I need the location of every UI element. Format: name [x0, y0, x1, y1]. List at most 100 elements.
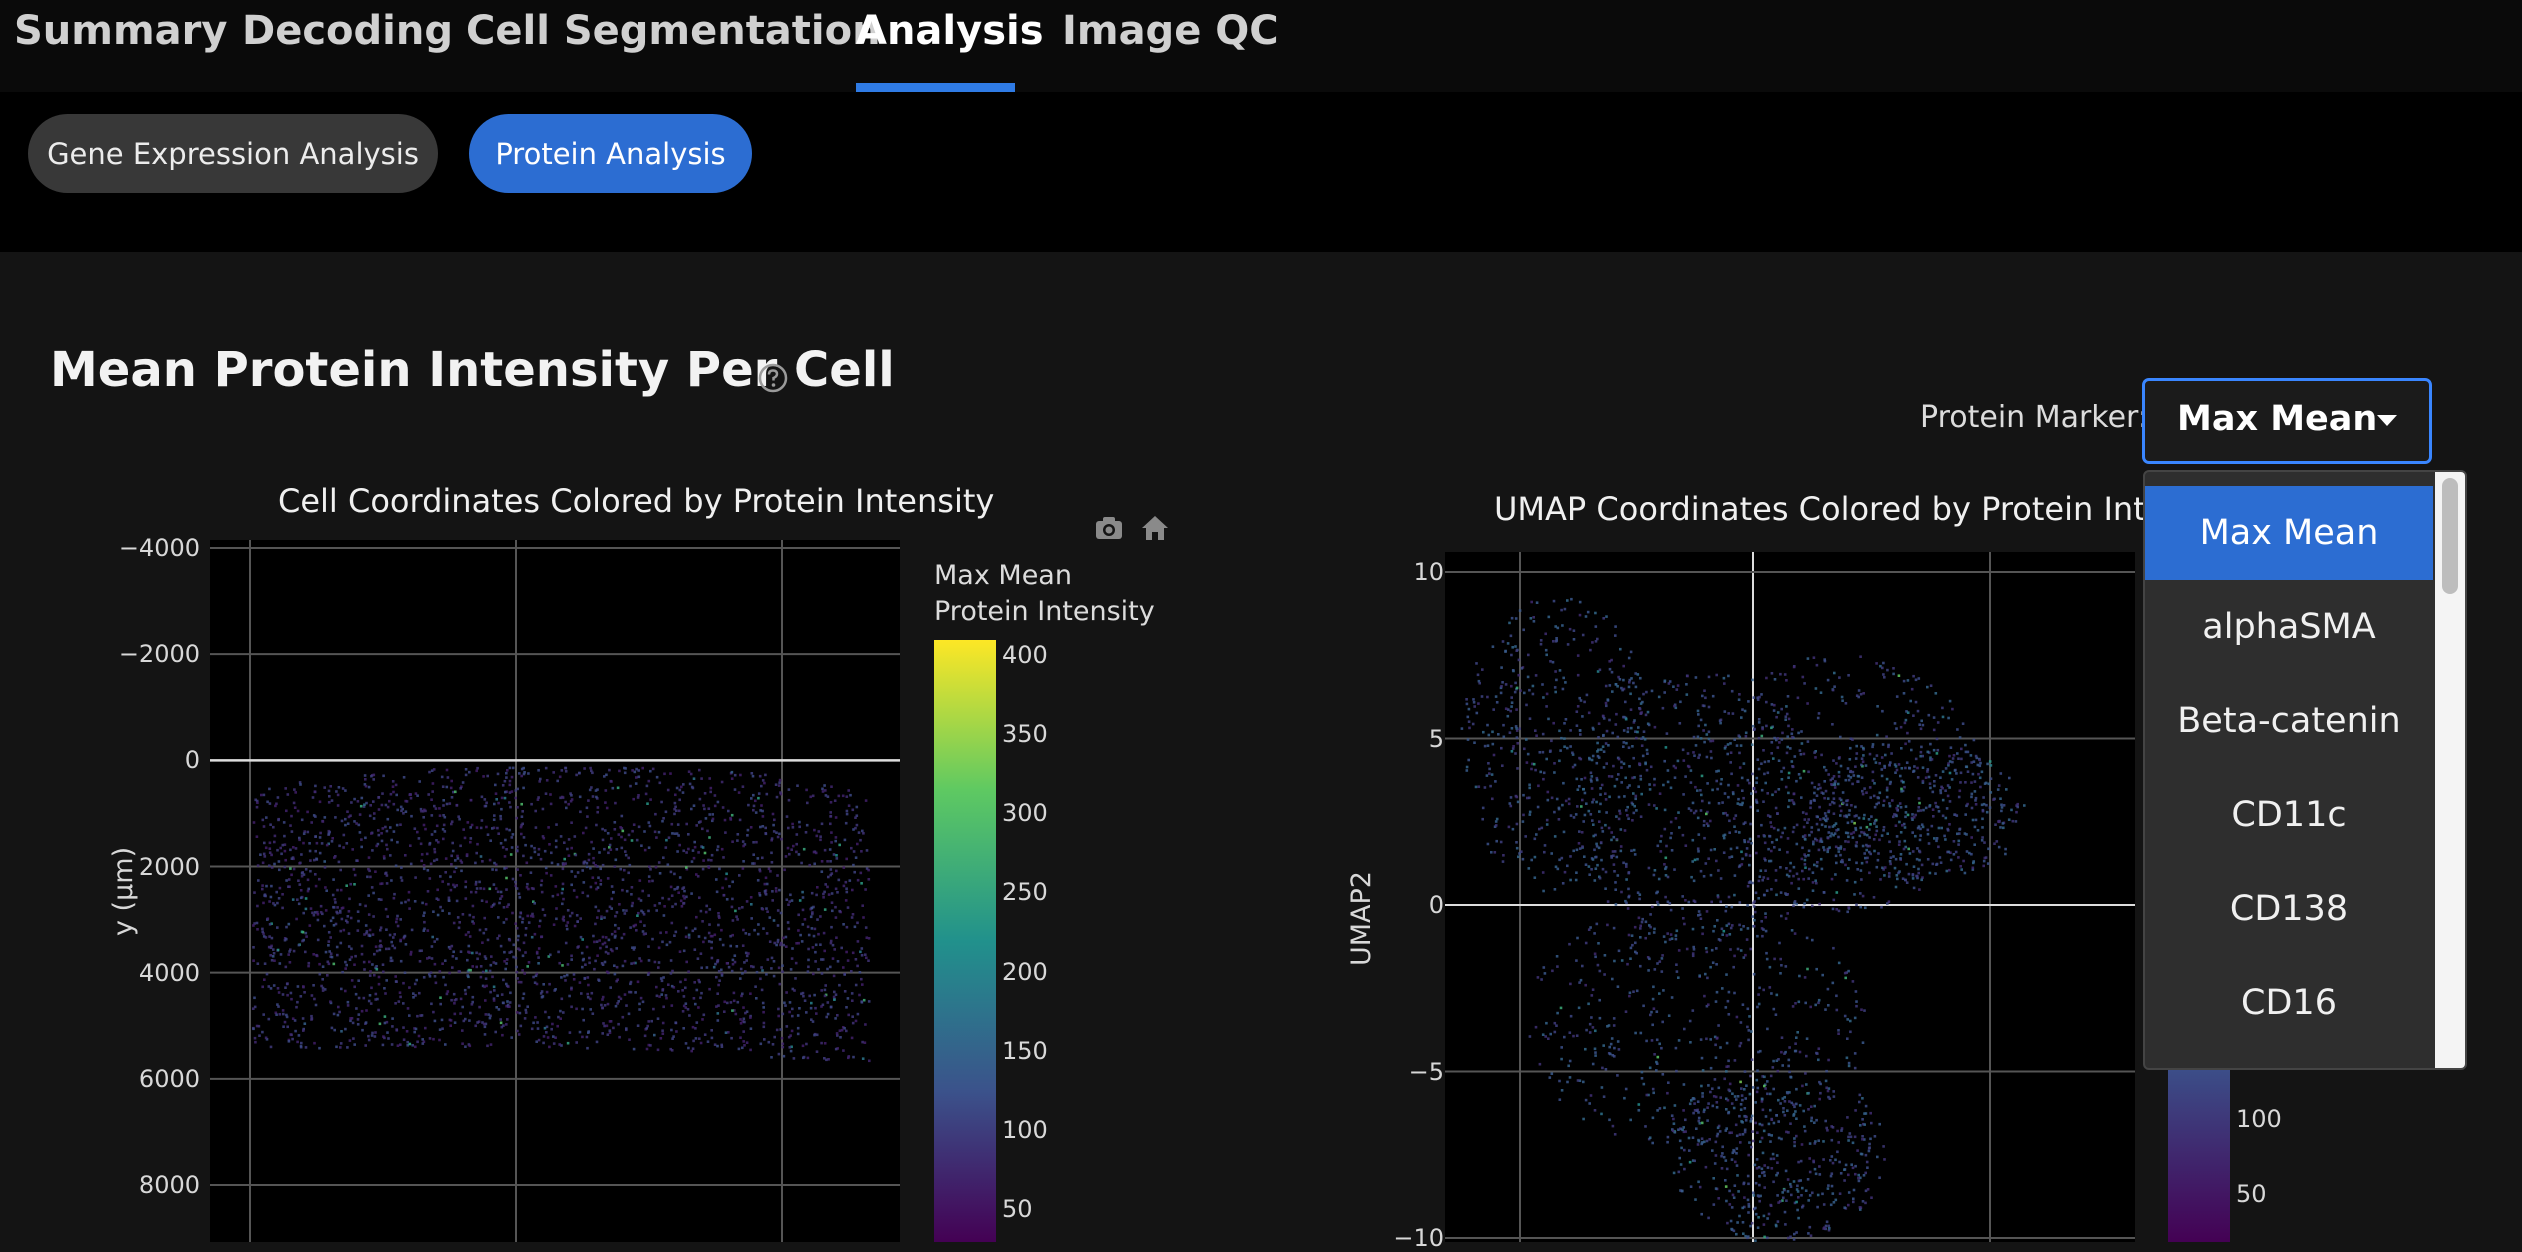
cell-point	[778, 1053, 781, 1056]
umap-point	[1855, 745, 1858, 748]
cell-point	[855, 958, 858, 961]
umap-point	[1772, 1181, 1775, 1184]
umap-point	[1721, 987, 1724, 990]
umap-point	[1876, 754, 1879, 757]
tab-decoding[interactable]: Decoding	[242, 8, 453, 68]
umap-point	[1511, 617, 1514, 620]
umap-point	[1888, 875, 1891, 878]
umap-point	[1484, 786, 1487, 789]
cell-coordinates-plot[interactable]	[210, 540, 900, 1242]
umap-point	[1869, 753, 1872, 756]
umap-point	[1677, 811, 1680, 814]
umap-point	[1799, 777, 1802, 780]
umap-point	[1516, 687, 1519, 690]
cell-point	[772, 813, 775, 816]
umap-point	[1860, 1153, 1863, 1156]
cell-point	[565, 767, 568, 770]
cell-point	[682, 895, 685, 898]
cell-point	[331, 840, 334, 843]
umap-point	[1488, 734, 1491, 737]
tab-image-qc[interactable]: Image QC	[1062, 8, 1279, 68]
umap-point	[1486, 774, 1489, 777]
cell-point	[314, 850, 317, 853]
cell-point	[610, 780, 613, 783]
cell-point	[277, 949, 280, 952]
umap-point	[1812, 881, 1815, 884]
cell-point	[324, 866, 327, 869]
umap-point	[1872, 771, 1875, 774]
umap-point	[1584, 1048, 1587, 1051]
cell-point	[429, 842, 432, 845]
cell-point	[791, 1030, 794, 1033]
cell-point	[346, 842, 349, 845]
umap-point	[1748, 1015, 1751, 1018]
cell-point	[442, 828, 445, 831]
umap-point	[1733, 894, 1736, 897]
umap-point	[1648, 803, 1651, 806]
umap-point	[1668, 1014, 1671, 1017]
cell-point	[453, 993, 456, 996]
umap-plot[interactable]	[1445, 552, 2135, 1242]
umap-point	[1949, 772, 1952, 775]
cell-point	[509, 1001, 512, 1004]
cell-point	[375, 965, 378, 968]
cell-point	[321, 842, 324, 845]
cell-point	[459, 1012, 462, 1015]
cell-point	[618, 770, 621, 773]
cell-point	[411, 1044, 414, 1047]
protein-marker-select[interactable]: Max Mean	[2142, 378, 2432, 464]
cell-point	[386, 915, 389, 918]
home-icon[interactable]	[1139, 512, 1171, 544]
question-circle-icon[interactable]	[758, 363, 788, 393]
cell-point	[824, 989, 827, 992]
cell-point	[605, 789, 608, 792]
umap-point	[1985, 804, 1988, 807]
umap-point	[1613, 1055, 1616, 1058]
cell-point	[805, 831, 808, 834]
cell-point	[762, 1006, 765, 1009]
cell-point	[342, 846, 345, 849]
cell-point	[267, 917, 270, 920]
cell-point	[602, 996, 605, 999]
cell-point	[386, 874, 389, 877]
cell-point	[468, 1019, 471, 1022]
cell-point	[336, 889, 339, 892]
tab-analysis[interactable]: Analysis	[856, 8, 1044, 68]
cell-point	[504, 968, 507, 971]
cell-point	[324, 988, 327, 991]
umap-point	[1918, 797, 1921, 800]
cell-point	[500, 808, 503, 811]
protein-analysis-button[interactable]: Protein Analysis	[469, 114, 752, 193]
cell-point	[759, 775, 762, 778]
cell-point	[305, 935, 308, 938]
cell-point	[323, 925, 326, 928]
cell-point	[696, 1021, 699, 1024]
tab-summary[interactable]: Summary	[14, 8, 227, 68]
gene-expression-analysis-button[interactable]: Gene Expression Analysis	[28, 114, 438, 193]
cell-point	[680, 786, 683, 789]
cell-point	[302, 985, 305, 988]
umap-point	[1824, 1008, 1827, 1011]
cell-point	[717, 1019, 720, 1022]
cell-point	[632, 798, 635, 801]
cell-point	[731, 1009, 734, 1012]
tab-cell-segmentation[interactable]: Cell Segmentation	[466, 8, 881, 68]
umap-point	[1786, 735, 1789, 738]
umap-point	[1536, 601, 1539, 604]
cell-point	[266, 801, 269, 804]
umap-point	[1959, 828, 1962, 831]
cell-point	[601, 828, 604, 831]
cell-point	[693, 857, 696, 860]
umap-point	[1787, 806, 1790, 809]
umap-point	[1815, 1173, 1818, 1176]
umap-point	[1913, 887, 1916, 890]
cell-point	[594, 864, 597, 867]
umap-point	[1706, 910, 1709, 913]
cell-point	[710, 1029, 713, 1032]
camera-icon[interactable]	[1093, 512, 1125, 544]
umap-point	[1641, 921, 1644, 924]
umap-point	[1544, 633, 1547, 636]
umap-point	[1738, 924, 1741, 927]
umap-point	[1830, 779, 1833, 782]
umap-point	[1758, 1166, 1761, 1169]
